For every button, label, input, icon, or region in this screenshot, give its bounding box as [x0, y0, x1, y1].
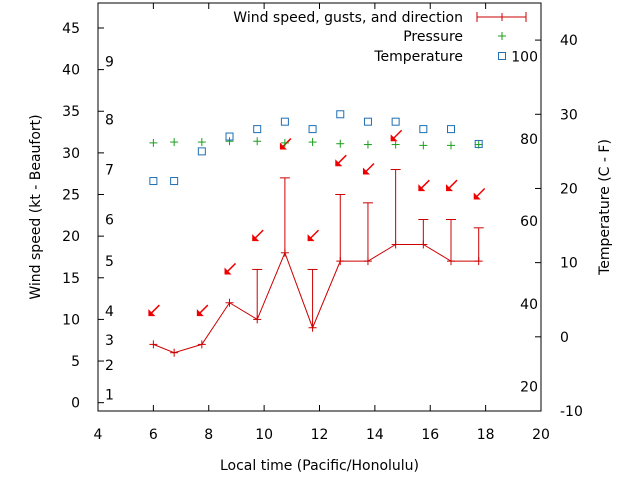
fahrenheit-label: 60: [520, 214, 538, 230]
y-tick-label: 5: [71, 354, 80, 370]
y2-tick-label: 20: [560, 181, 578, 197]
plot-frame: [97, 2, 542, 412]
wind-direction-arrow-head: [446, 184, 454, 192]
temperature-point: [253, 125, 262, 134]
beaufort-label: 2: [105, 358, 114, 374]
temperature-point: [336, 110, 345, 119]
y2-tick-label: 40: [560, 33, 578, 49]
temperature-point: [419, 125, 428, 134]
wind-direction-arrow-head: [196, 309, 204, 317]
y-tick-label: 0: [71, 396, 80, 412]
temperature-point: [225, 132, 234, 141]
wind-direction-arrow-head: [473, 192, 481, 200]
beaufort-label: 3: [105, 333, 114, 349]
x-axis-title: Local time (Pacific/Honolulu): [220, 458, 419, 474]
temperature-point: [391, 117, 400, 126]
wind-direction-arrow-head: [335, 159, 343, 167]
fahrenheit-label: 40: [520, 297, 538, 313]
legend-wind-label: Wind speed, gusts, and direction: [233, 10, 463, 26]
y-tick-label: 30: [62, 146, 80, 162]
x-tick-label: 12: [311, 427, 329, 443]
fahrenheit-label: 100: [511, 49, 538, 65]
x-tick-label: 14: [366, 427, 384, 443]
y-axis-title: Wind speed (kt - Beaufort): [28, 114, 44, 299]
y2-tick-label: 30: [560, 107, 578, 123]
y-tick-label: 15: [62, 271, 80, 287]
legend-temperature-marker: [498, 52, 506, 60]
axis-labels-group: Local time (Pacific/Honolulu) Wind speed …: [28, 114, 613, 474]
wind-direction-arrow-head: [307, 234, 315, 242]
y2-tick-label: -10: [560, 404, 583, 420]
wind-speed-line: [153, 243, 479, 354]
temperature-point: [197, 147, 206, 156]
wind-direction-arrow-head: [252, 234, 260, 242]
wind-direction-arrow-head: [390, 134, 398, 142]
fahrenheit-label: 80: [520, 132, 538, 148]
temperature-point: [363, 117, 372, 126]
wind-direction-arrow-head: [224, 267, 232, 275]
y-tick-label: 10: [62, 312, 80, 328]
temperature-point: [447, 125, 456, 134]
x-tick-label: 4: [94, 427, 103, 443]
y2-tick-label: 0: [560, 330, 569, 346]
wind-direction-arrow-head: [418, 184, 426, 192]
wind-direction-arrow-head: [279, 142, 287, 150]
beaufort-label: 1: [105, 387, 114, 403]
beaufort-label: 8: [105, 113, 114, 129]
beaufort-label: 6: [105, 212, 114, 228]
legend-group: Wind speed, gusts, and direction Pressure…: [233, 10, 527, 65]
wind-direction-arrow-head: [362, 167, 370, 175]
legend-pressure-label: Pressure: [403, 29, 463, 45]
temperature-point: [280, 117, 289, 126]
beaufort-label: 9: [105, 54, 114, 70]
axes-group: 4 6 8 10 12 14 16 18 20051015202530354045-100102…: [62, 2, 583, 443]
y-tick-label: 35: [62, 104, 80, 120]
y-tick-label: 40: [62, 63, 80, 79]
y2-tick-label: 10: [560, 256, 578, 272]
x-tick-label: 18: [477, 427, 495, 443]
x-tick-label: 6: [149, 427, 158, 443]
wind-direction-arrow-head: [148, 309, 156, 317]
x-tick-label: 16: [421, 427, 439, 443]
y2-axis-title: Temperature (C - F): [597, 139, 613, 276]
temperature-point: [474, 139, 483, 148]
fahrenheit-label: 20: [520, 380, 538, 396]
series-group: [148, 110, 486, 357]
y-tick-label: 25: [62, 188, 80, 204]
y-tick-label: 20: [62, 229, 80, 245]
beaufort-label: 5: [105, 254, 114, 270]
temperature-point: [170, 177, 179, 186]
x-tick-label: 20: [532, 427, 550, 443]
temperature-point: [149, 177, 158, 186]
x-tick-label: 10: [255, 427, 273, 443]
beaufort-label: 7: [105, 163, 114, 179]
temperature-point: [308, 125, 317, 134]
legend-temperature-label: Temperature: [373, 49, 463, 65]
y-tick-label: 45: [62, 21, 80, 37]
x-tick-label: 8: [204, 427, 213, 443]
beaufort-label: 4: [105, 304, 114, 320]
